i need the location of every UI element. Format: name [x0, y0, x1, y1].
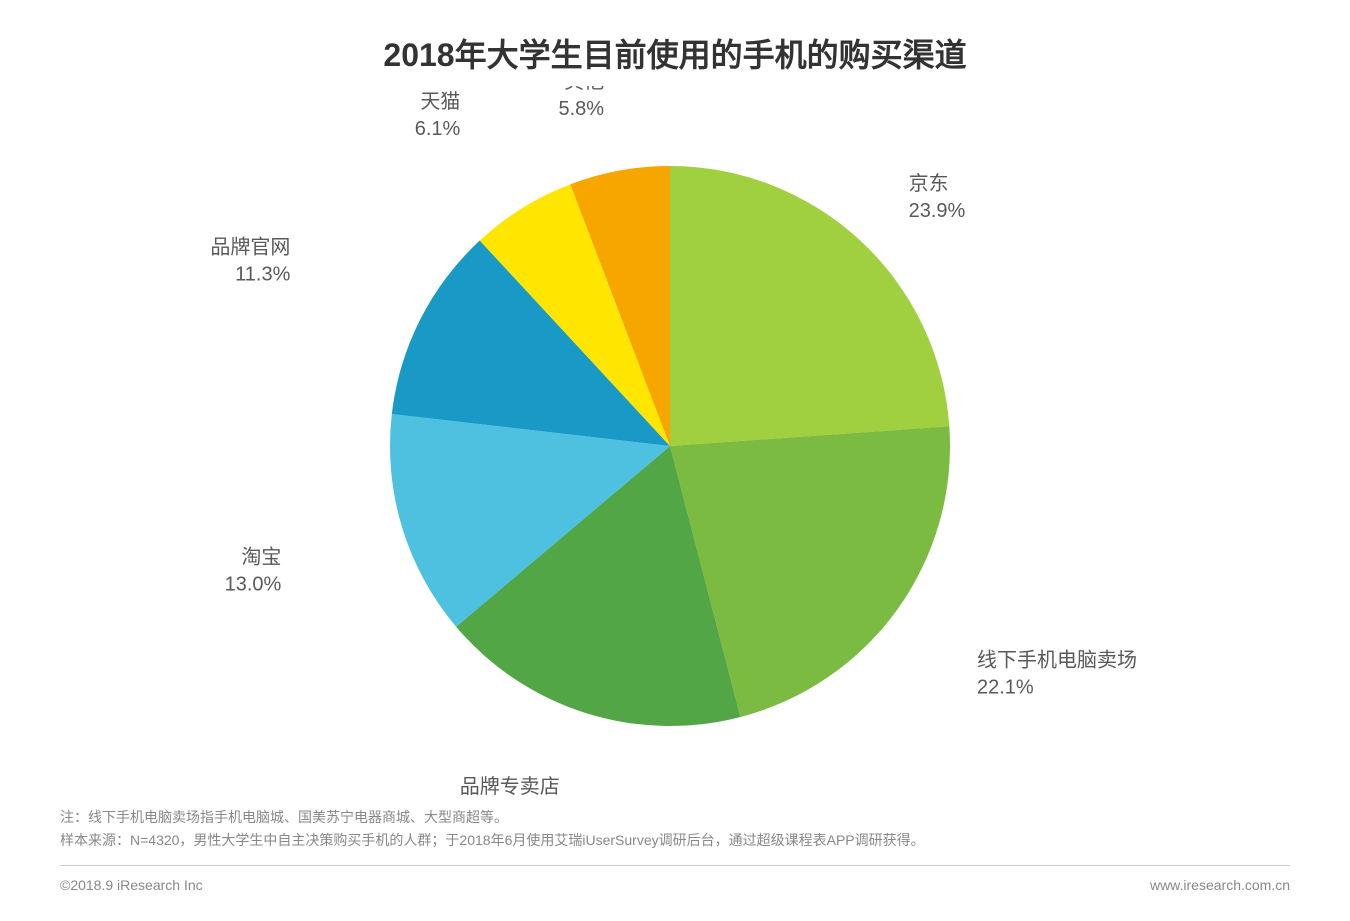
footnote-line-2: 样本来源：N=4320，男性大学生中自主决策购买手机的人群；于2018年6月使用… [60, 829, 1290, 851]
footnotes: 注：线下手机电脑卖场指手机电脑城、国美苏宁电器商城、大型商超等。 样本来源：N=… [60, 806, 1290, 851]
pie-label-1: 线下手机电脑卖场22.1% [977, 649, 1137, 699]
footnote-line-1: 注：线下手机电脑卖场指手机电脑城、国美苏宁电器商城、大型商超等。 [60, 806, 1290, 828]
pie-label-3: 淘宝13.0% [225, 545, 282, 595]
copyright-text: ©2018.9 iResearch Inc [60, 877, 203, 893]
chart-container: 2018年大学生目前使用的手机的购买渠道 京东23.9% 线下手机电脑卖场22.1… [0, 0, 1350, 921]
pie-label-6: 其他5.8% [559, 86, 605, 120]
pie-label-5: 天猫6.1% [415, 90, 461, 140]
pie-label-0: 京东23.9% [909, 172, 966, 222]
chart-title: 2018年大学生目前使用的手机的购买渠道 [60, 30, 1290, 76]
pie-chart-svg: 京东23.9% 线下手机电脑卖场22.1% 品牌专卖店17.9% 淘宝13.0% 品牌官… [60, 86, 1290, 806]
pie-slice-0 [670, 166, 949, 446]
website-text: www.iresearch.com.cn [1150, 877, 1290, 893]
pie-label-2: 品牌专卖店17.9% [460, 775, 560, 806]
footer-divider [60, 865, 1290, 866]
pie-chart-area: 京东23.9% 线下手机电脑卖场22.1% 品牌专卖店17.9% 淘宝13.0% 品牌官… [60, 86, 1290, 806]
pie-label-4: 品牌官网11.3% [210, 236, 290, 286]
